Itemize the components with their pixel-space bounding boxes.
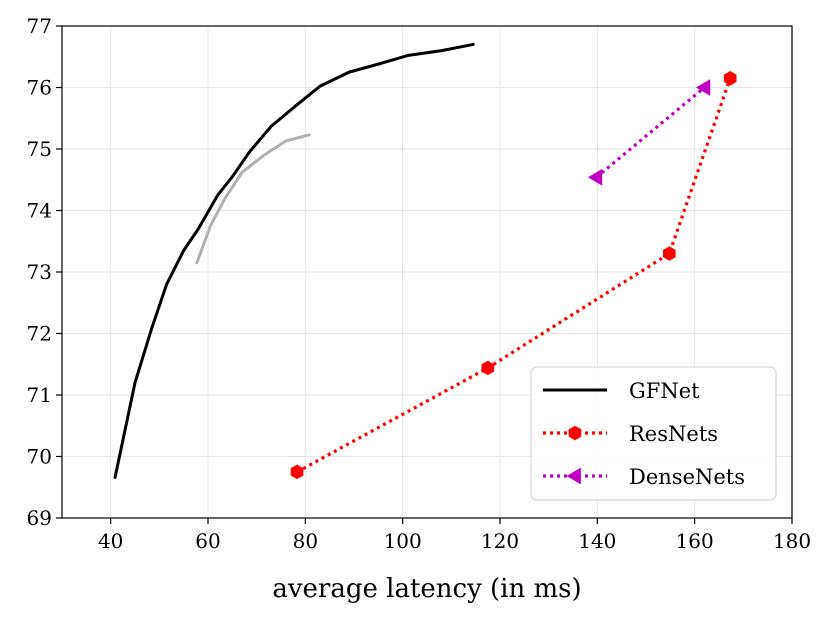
series-line-resnets xyxy=(296,77,732,474)
y-tick-label: 73 xyxy=(27,260,52,284)
axis-ticks: 40 60 80 100 120 140 160 180 69 70 71 72 73 74 75 76 77 xyxy=(27,14,812,553)
y-tick-label: 74 xyxy=(27,199,52,223)
x-tick-label: 60 xyxy=(195,529,220,553)
data-point-resnets xyxy=(290,464,304,480)
series-gfnet-variant xyxy=(195,133,311,265)
series-densenets xyxy=(587,79,711,186)
x-tick-label: 80 xyxy=(293,529,318,553)
data-point-densenets xyxy=(695,79,711,96)
legend-label-resnets: ResNets xyxy=(629,422,718,446)
y-tick-label: 72 xyxy=(27,322,52,346)
series-line-densenets xyxy=(595,86,706,179)
x-tick-label: 140 xyxy=(578,529,616,553)
series-line-gfnet-variant xyxy=(195,133,311,265)
x-axis-label: average latency (in ms) xyxy=(272,574,581,604)
x-tick-label: 120 xyxy=(481,529,519,553)
y-tick-label: 71 xyxy=(27,383,52,407)
series-line-gfnet xyxy=(113,42,475,479)
data-point-densenets xyxy=(587,168,603,186)
legend-label-gfnet: GFNet xyxy=(629,379,700,403)
legend-marker-resnets xyxy=(568,425,582,441)
y-tick-label: 70 xyxy=(27,445,52,469)
data-point-resnets xyxy=(481,360,495,376)
x-tick-label: 180 xyxy=(773,529,811,553)
data-point-resnets xyxy=(663,246,676,261)
legend-label-densenets: DenseNets xyxy=(629,465,745,489)
series-gfnet xyxy=(113,42,475,479)
x-tick-label: 100 xyxy=(384,529,422,553)
y-tick-label: 75 xyxy=(27,137,52,161)
series-resnets xyxy=(290,70,737,480)
x-tick-label: 160 xyxy=(676,529,714,553)
legend-frame xyxy=(530,366,777,501)
legend-marker-densenets xyxy=(566,467,581,485)
y-tick-label: 69 xyxy=(27,506,52,530)
y-tick-label: 77 xyxy=(27,14,52,38)
data-point-resnets xyxy=(723,70,737,86)
x-tick-label: 40 xyxy=(98,529,123,553)
y-tick-label: 76 xyxy=(27,76,52,100)
plot-series xyxy=(113,42,737,480)
legend: GFNet ResNets DenseNets xyxy=(530,366,777,501)
